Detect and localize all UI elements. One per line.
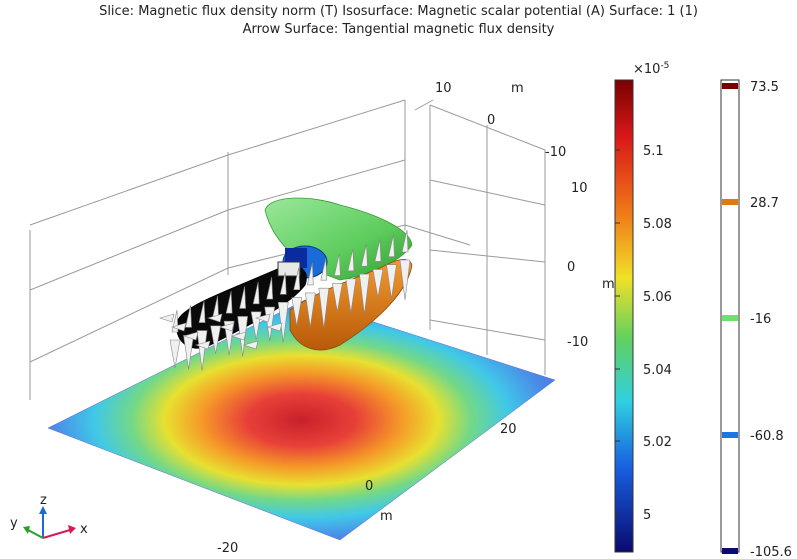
axis-unit-label: m	[380, 509, 393, 524]
field-arrow	[345, 278, 357, 313]
axis-triad: z x y	[10, 493, 88, 539]
colorbar-tick-label: 5.06	[643, 290, 672, 305]
colorbar-tick-label: -60.8	[750, 429, 784, 444]
z-tick-label: -10	[567, 335, 588, 350]
plot-title-line-1: Slice: Magnetic flux density norm (T) Is…	[99, 4, 698, 19]
field-arrow	[386, 264, 397, 299]
field-arrow	[185, 305, 192, 328]
isosurface-level-marker	[722, 315, 738, 321]
colorbar-tick-label: 73.5	[750, 80, 779, 95]
triad-x-label: x	[80, 522, 88, 537]
colorbar-tick-label: 5.08	[643, 217, 672, 232]
field-arrow	[252, 281, 260, 305]
field-arrow	[374, 239, 382, 262]
field-arrow	[194, 340, 211, 350]
triad-z-label: z	[40, 493, 47, 508]
field-arrow	[225, 291, 233, 314]
colorbar-tick-label: 28.7	[750, 196, 779, 211]
field-arrow	[318, 287, 330, 329]
colorbar-isosurface: 73.5 28.7 -16 -60.8 -105.6	[720, 79, 792, 559]
colorbar-tick-label: -16	[750, 312, 771, 327]
field-arrow	[399, 259, 411, 301]
field-arrow	[331, 283, 343, 312]
colorbar-tick-label: -105.6	[750, 545, 792, 559]
field-arrow	[239, 286, 246, 309]
colorbar-tick-label: 5	[643, 508, 651, 523]
field-arrow	[291, 297, 303, 326]
field-arrow	[196, 330, 208, 371]
field-arrow	[254, 313, 271, 323]
y-tick-label: -10	[545, 145, 566, 160]
x-tick-label: 0	[365, 479, 373, 494]
field-arrow	[266, 322, 283, 332]
y-tick-label: 0	[487, 113, 495, 128]
colorbar-tick-label: 5.02	[643, 435, 672, 450]
colorbar-tick-label: 5.1	[643, 144, 664, 159]
isosurface-level-marker	[722, 548, 738, 554]
field-arrow	[230, 331, 247, 341]
triad-y-label: y	[10, 516, 18, 531]
field-arrow	[388, 234, 395, 258]
field-arrow	[320, 258, 328, 281]
axis-unit-label: m	[602, 277, 615, 292]
field-arrow	[169, 339, 181, 369]
field-arrow	[242, 340, 259, 350]
field-arrow	[210, 325, 221, 354]
isosurface-level-marker	[722, 432, 738, 438]
field-arrow	[401, 229, 409, 253]
colorbar-slice: ×10-5 5.1 5.08 5.06 5.04 5.02 5	[614, 61, 672, 553]
plot-title-line-2: Arrow Surface: Tangential magnetic flux …	[242, 22, 555, 37]
axis-unit-label: m	[511, 81, 524, 96]
field-arrow	[206, 313, 223, 323]
isosurface-level-marker	[722, 199, 738, 205]
colorbar-tick-label: 5.04	[643, 363, 672, 378]
slice-plane	[47, 299, 556, 541]
isosurface-level-marker	[722, 83, 738, 89]
y-tick-label: 10	[435, 81, 452, 96]
plot-title: Slice: Magnetic flux density norm (T) Is…	[0, 3, 797, 39]
field-arrow	[293, 267, 301, 290]
field-arrow	[361, 244, 368, 267]
z-tick-label: 10	[571, 181, 588, 196]
field-arrow	[170, 322, 187, 332]
field-arrow	[218, 322, 235, 332]
field-arrow	[306, 262, 314, 286]
x-tick-label: -20	[217, 541, 238, 556]
field-arrow	[359, 273, 370, 315]
field-arrow	[372, 269, 384, 298]
field-arrow	[277, 302, 289, 343]
z-tick-label: 0	[567, 260, 575, 275]
field-arrow	[182, 331, 199, 341]
colorbar-exponent: ×10-5	[633, 61, 669, 77]
field-arrow	[198, 300, 206, 323]
arrow-field	[158, 229, 411, 371]
field-arrow	[266, 276, 274, 300]
field-arrow	[304, 292, 316, 327]
field-arrow	[279, 272, 287, 295]
field-arrow	[158, 313, 175, 323]
field-arrow	[333, 253, 341, 276]
field-arrow	[347, 248, 355, 272]
x-tick-label: 20	[500, 422, 517, 437]
